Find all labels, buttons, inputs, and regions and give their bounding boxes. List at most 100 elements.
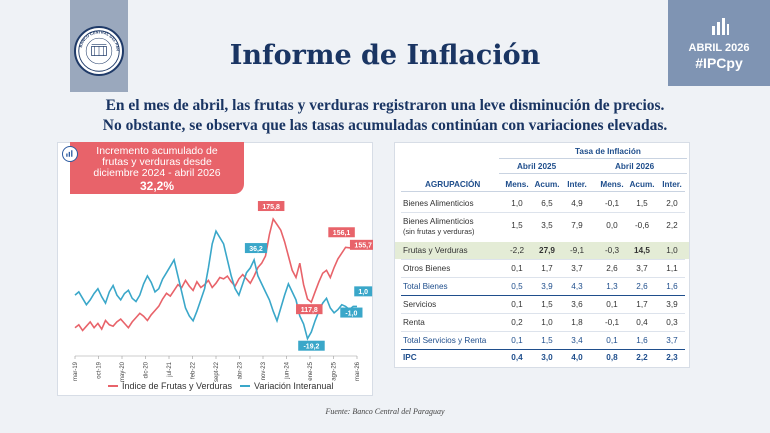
- divider: [401, 349, 685, 350]
- inflation-table: Tasa de Inflación Abril 2025 Abril 2026 AGR…: [394, 142, 690, 368]
- divider: [401, 212, 685, 213]
- table-cell: 3,9: [666, 300, 678, 309]
- table-cell: 1,0: [666, 246, 678, 255]
- table-cell: 0,1: [511, 336, 523, 345]
- table-cell: 1,8: [571, 318, 583, 327]
- callout-line-3: diciembre 2024 - abril 2026: [93, 167, 221, 179]
- column-header: Acum.: [629, 180, 655, 189]
- divider: [401, 277, 685, 278]
- table-cell: 1,5: [636, 199, 648, 208]
- column-header: Acum.: [534, 180, 560, 189]
- table-cell: 2,2: [636, 353, 648, 362]
- x-tick-label: sept-22: [214, 361, 220, 382]
- row-label: Frutas y Verduras: [403, 246, 468, 255]
- table-cell: 0,0: [606, 221, 618, 230]
- table-cell: 0,1: [606, 300, 618, 309]
- data-label-box: [340, 307, 363, 318]
- data-label: -1,0: [345, 310, 357, 317]
- data-label: 36,2: [249, 246, 263, 253]
- table-cell: 3,7: [636, 264, 648, 273]
- table-cell: 4,3: [571, 282, 583, 291]
- legend-item-red: Índice de Frutas y Verduras: [108, 381, 232, 391]
- subtitle-line-2: No obstante, se observa que las tasas ac…: [102, 117, 668, 134]
- table-cell: 3,5: [541, 221, 553, 230]
- data-label-box: [257, 201, 285, 212]
- chart-icon: [62, 146, 78, 162]
- table-cell: 3,7: [666, 336, 678, 345]
- table-cell: 3,6: [571, 300, 583, 309]
- table-cell: 1,6: [666, 282, 678, 291]
- table-cell: -0,1: [604, 199, 620, 208]
- table-cell: 1,5: [511, 221, 523, 230]
- table-cell: 7,9: [571, 221, 583, 230]
- row-label: Bienes Alimenticios: [403, 217, 474, 226]
- subtitle-line-1: En el mes de abril, las frutas y verdura…: [105, 97, 665, 114]
- table-cell: 3,0: [541, 353, 553, 362]
- callout-value: 32,2%: [139, 179, 175, 193]
- legend-item-blue: Variación Interanual: [240, 381, 333, 391]
- divider: [401, 259, 685, 260]
- highlight-row-bg: [395, 242, 689, 259]
- table-cell: 0,1: [511, 300, 523, 309]
- series-line-frutas-verduras: [74, 217, 357, 332]
- table-cell: 0,3: [666, 318, 678, 327]
- table-cell: 1,5: [541, 336, 553, 345]
- divider: [499, 173, 687, 174]
- date-badge: ABRIL 2026 #IPCpy: [668, 0, 770, 86]
- table-cell: 4,0: [571, 353, 583, 362]
- table-cell: 1,6: [636, 336, 648, 345]
- table-cell: 4,9: [571, 199, 583, 208]
- table-cell: 0,4: [511, 353, 523, 362]
- row-label: Otros Bienes: [403, 264, 451, 273]
- column-header: Inter.: [567, 180, 587, 189]
- data-label-box: [244, 243, 268, 254]
- table-cell: 0,5: [511, 282, 523, 291]
- data-label-box: [349, 239, 373, 250]
- data-label: 117,8: [301, 307, 318, 314]
- row-label: Total Bienes: [403, 282, 448, 291]
- table-cell: 2,2: [666, 221, 678, 230]
- table-cell: -0,3: [604, 246, 620, 255]
- data-label-box: [328, 227, 355, 238]
- table-cell: 2,6: [636, 282, 648, 291]
- table-cell: 0,8: [606, 353, 618, 362]
- data-label: 155,7: [354, 243, 372, 250]
- table-cell: 0,4: [636, 318, 648, 327]
- page-title: Informe de Inflación: [229, 40, 541, 71]
- divider: [401, 331, 685, 332]
- table-cell: -9,1: [569, 246, 585, 255]
- callout-box: Incremento acumulado de frutas y verdura…: [70, 142, 244, 194]
- central-bank-logo: BANCO CENTRAL DEL PARAGUAY: [74, 26, 124, 76]
- callout-line-2: frutas y verduras desde: [102, 156, 212, 168]
- data-label: 175,8: [262, 204, 280, 211]
- x-tick-label: feb-22: [191, 361, 197, 379]
- line-chart: mar-19 oct-19 may-20 dic-20 jul-21 feb-22 sept…: [73, 201, 373, 382]
- data-label-box: [296, 304, 323, 315]
- x-tick-label: may-20: [120, 361, 126, 382]
- divider: [401, 191, 685, 192]
- table-cell: 0,2: [511, 318, 523, 327]
- column-header: Mens.: [505, 180, 529, 189]
- badge-date: ABRIL 2026: [688, 42, 750, 54]
- table-cell: 27,9: [539, 246, 555, 255]
- divider: [401, 295, 685, 296]
- x-tick-label: ene-25: [308, 361, 314, 380]
- table-cell: 1,7: [636, 300, 648, 309]
- data-label: 156,1: [333, 230, 351, 237]
- legend-label-red: Índice de Frutas y Verduras: [122, 381, 233, 391]
- x-tick-label: abr-23: [238, 361, 244, 379]
- table-cell: 1,1: [666, 264, 678, 273]
- table-cell: -2,2: [509, 246, 525, 255]
- data-label: -19,2: [303, 344, 319, 351]
- period-2025-header: Abril 2025: [517, 162, 557, 171]
- row-sublabel: (sin frutas y verduras): [403, 227, 475, 236]
- x-tick-label: jul-21: [167, 361, 173, 377]
- table-cell: 0,1: [606, 336, 618, 345]
- x-tick-label: ago-25: [332, 361, 338, 380]
- x-tick-label: mar-26: [355, 361, 361, 381]
- row-label: Bienes Alimenticios: [403, 199, 474, 208]
- x-tick-label: mar-19: [73, 361, 79, 381]
- group-column-header: AGRUPACIÓN: [425, 180, 481, 189]
- table-cell: 2,6: [606, 264, 618, 273]
- data-label: 1,0: [358, 289, 368, 296]
